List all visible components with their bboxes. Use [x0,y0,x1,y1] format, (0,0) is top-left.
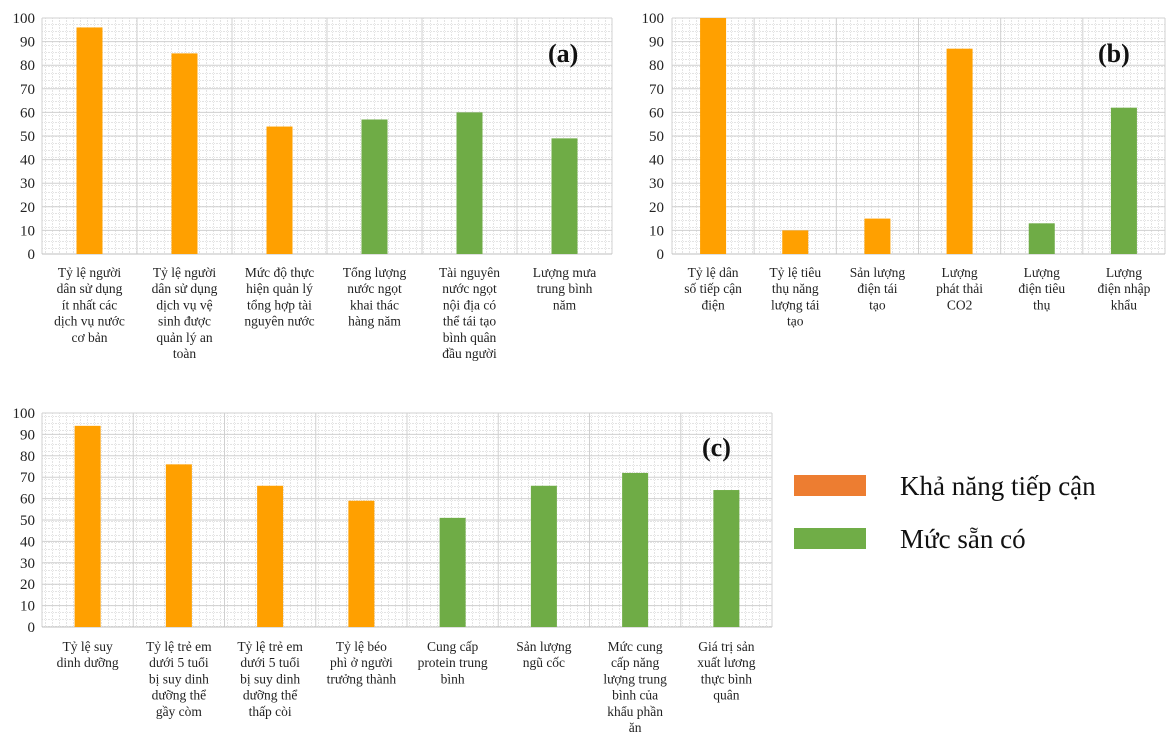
y-tick-label: 80 [20,449,35,465]
bar [713,490,740,627]
y-tick-label: 20 [649,200,664,216]
category-label: Tỷ lệ người dân sử dụng ít nhất các dịch vụ… [54,265,125,345]
y-tick-label: 100 [642,11,665,27]
y-tick-label: 20 [20,577,35,593]
bar [439,517,466,627]
y-tick-label: 70 [20,470,35,486]
bar [530,485,557,627]
bar [1110,107,1137,255]
y-tick-label: 70 [20,82,35,98]
y-tick-label: 30 [20,556,35,572]
category-label: Giá trị sản xuất lương thực bình quân [697,639,756,703]
category-label: Tỷ lệ người dân sử dụng dịch vụ vệ sinh đượ… [152,265,218,361]
chart-panel-a: 0 10 20 30 40 50 60 70 80 90 100 Tỷ lệ người dân sử … [13,11,613,361]
category-label: Lượng điện nhập khẩu [1097,265,1150,312]
y-tick-label: 40 [649,153,664,169]
y-tick-label: 60 [649,105,664,121]
legend: Khả năng tiếp cận Mức sẵn có [794,471,1096,554]
category-label: Tỷ lệ béo phì ở người trưởng thành [327,639,397,686]
y-tick-label: 100 [13,11,36,27]
bar [348,500,375,627]
bar [622,472,649,627]
category-label: Tỷ lệ trẻ em dưới 5 tuổi bị suy dinh dưỡng … [146,639,212,719]
y-tick-label: 0 [28,620,36,636]
y-tick-label: 20 [20,200,35,216]
category-label: Tỷ lệ dân số tiếp cận điện [684,265,742,312]
bar [257,485,284,627]
bar [76,27,103,254]
y-tick-label: 100 [13,406,36,422]
category-label: Mức độ thực hiện quản lý tổng hợp tài nguyê… [244,265,314,329]
y-tick-label: 60 [20,492,35,508]
category-label: Lượng điện tiêu thụ [1018,265,1065,312]
category-label: Tổng lượng nước ngọt khai thác hàng năm [343,265,407,329]
category-label: Tỷ lệ trẻ em dưới 5 tuổi bị suy dinh dưỡng … [237,639,303,719]
y-tick-label: 30 [20,176,35,192]
bar [456,112,483,255]
bar [782,230,809,254]
bar [700,18,727,254]
y-tick-label: 30 [649,176,664,192]
y-tick-label: 10 [20,223,35,239]
bar [1028,223,1055,254]
chart-panel-b: 0 10 20 30 40 50 60 70 80 90 100 Tỷ lệ dân số tiếp c… [642,11,1166,329]
y-tick-label: 0 [657,247,665,263]
y-tick-label: 50 [649,129,664,145]
category-label: Sản lượng điện tái tạo [850,265,906,312]
bar [864,218,891,254]
category-label: Cung cấp protein trung bình [418,639,488,686]
category-label: Tài nguyên nước ngọt nội địa có thể tái tạo… [439,265,500,361]
category-label: Lượng mưa trung bình năm [533,265,596,312]
bar [165,464,192,627]
y-tick-label: 0 [28,247,36,263]
y-tick-label: 50 [20,129,35,145]
legend-swatch-access [794,475,866,496]
legend-label-access: Khả năng tiếp cận [900,471,1096,501]
category-label: Tỷ lệ suy dinh dưỡng [57,639,119,670]
bar [266,126,293,254]
category-label: Lượng phát thải CO2 [936,265,983,312]
y-tick-label: 90 [649,35,664,51]
y-tick-label: 50 [20,513,35,529]
y-tick-label: 40 [20,534,35,550]
y-tick-label: 80 [20,58,35,74]
y-tick-label: 80 [649,58,664,74]
panel-label: (a) [548,39,578,68]
y-tick-label: 40 [20,153,35,169]
bar [171,53,198,255]
chart-panel-c: 0 10 20 30 40 50 60 70 80 90 100 Tỷ lệ suy dinh dưỡn… [13,406,773,735]
bar [74,425,101,627]
y-tick-label: 70 [649,82,664,98]
category-label: Mức cung cấp năng lượng trung bình của khẩu … [603,639,667,735]
y-tick-label: 90 [20,427,35,443]
y-tick-label: 60 [20,105,35,121]
y-tick-label: 10 [649,223,664,239]
legend-label-availability: Mức sẵn có [900,524,1026,554]
bar [551,138,578,254]
y-tick-label: 10 [20,599,35,615]
category-label: Tỷ lệ tiêu thụ năng lượng tái tạo [769,265,821,329]
category-label: Sản lượng ngũ cốc [516,639,572,670]
bar [361,119,388,254]
legend-swatch-availability [794,528,866,549]
panel-label: (c) [702,433,731,462]
panel-label: (b) [1098,39,1130,68]
bar [946,48,973,255]
y-tick-label: 90 [20,35,35,51]
